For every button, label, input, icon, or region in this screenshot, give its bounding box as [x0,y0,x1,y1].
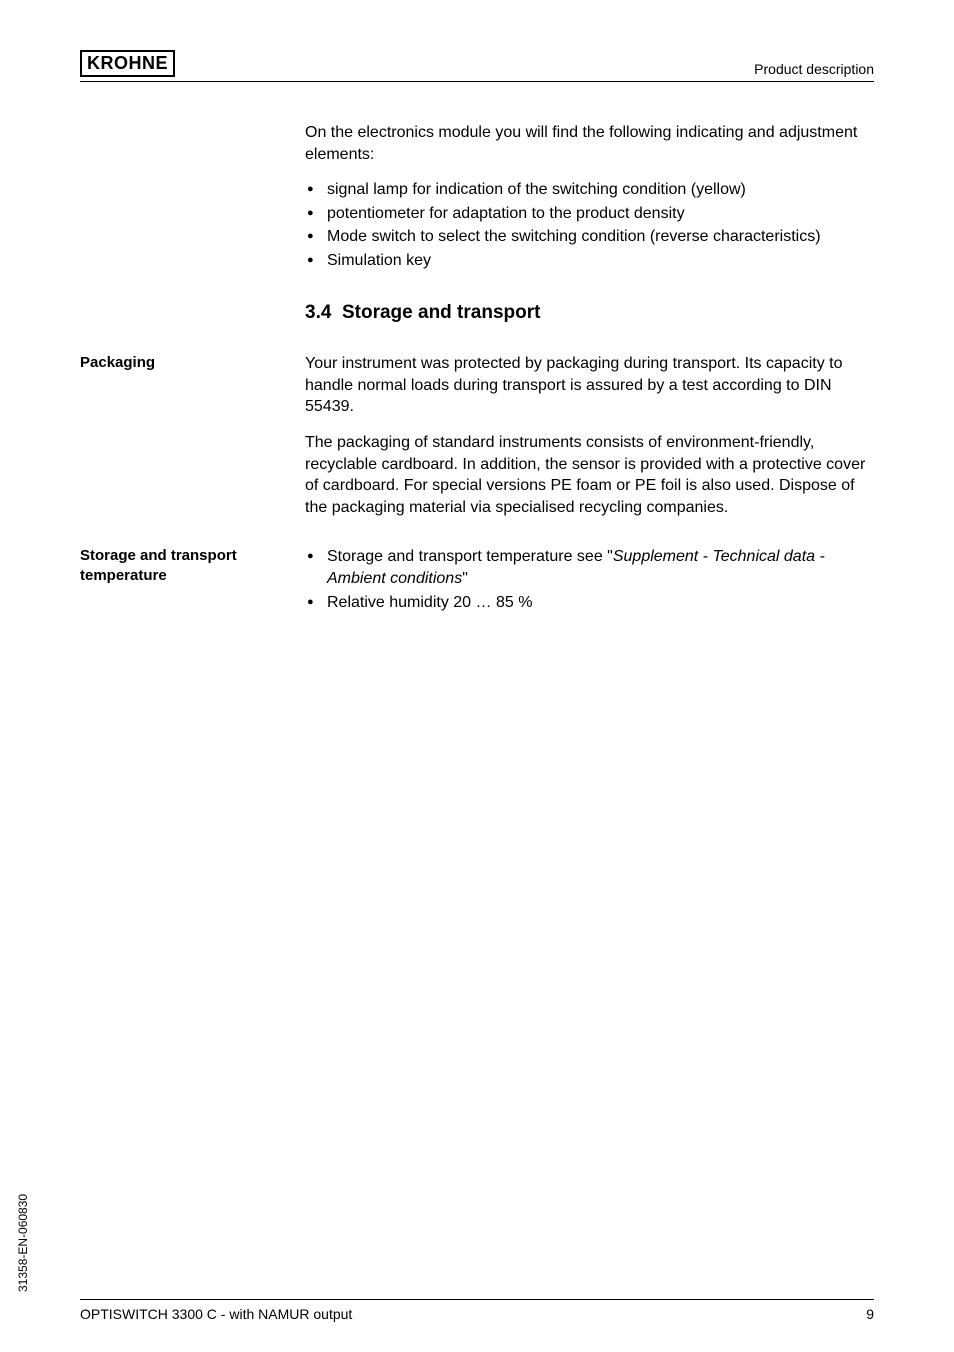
side-label-packaging: Packaging [80,353,295,373]
page-header: KROHNE Product description [80,50,874,82]
intro-paragraph: On the electronics module you will find … [305,122,874,165]
bullet-text-pre: Storage and transport temperature see " [327,548,613,565]
storage-bullet-list: Storage and transport temperature see "S… [305,546,874,613]
section-number: 3.4 [305,302,331,323]
bullet-text-post: " [462,570,468,587]
section-heading-3-4: 3.4 Storage and transport [305,300,874,326]
brand-logo: KROHNE [80,50,175,77]
list-item: potentiometer for adaptation to the prod… [305,203,874,225]
list-item: signal lamp for indication of the switch… [305,179,874,201]
list-item: Storage and transport temperature see "S… [305,546,874,589]
footer-left: OPTISWITCH 3300 C - with NAMUR output [80,1306,352,1322]
doc-code-vertical: 31358-EN-060830 [16,1194,30,1292]
section-title: Storage and transport [342,302,540,323]
header-section-title: Product description [754,61,874,77]
footer-page-number: 9 [866,1306,874,1322]
side-label-storage-temp: Storage and transport temperature [80,546,295,585]
intro-bullet-list: signal lamp for indication of the switch… [305,179,874,271]
page-footer: OPTISWITCH 3300 C - with NAMUR output 9 [80,1299,874,1322]
list-item: Mode switch to select the switching cond… [305,226,874,248]
packaging-para-2: The packaging of standard instruments co… [305,432,874,518]
list-item: Simulation key [305,250,874,272]
packaging-para-1: Your instrument was protected by packagi… [305,353,874,418]
list-item: Relative humidity 20 … 85 % [305,592,874,614]
